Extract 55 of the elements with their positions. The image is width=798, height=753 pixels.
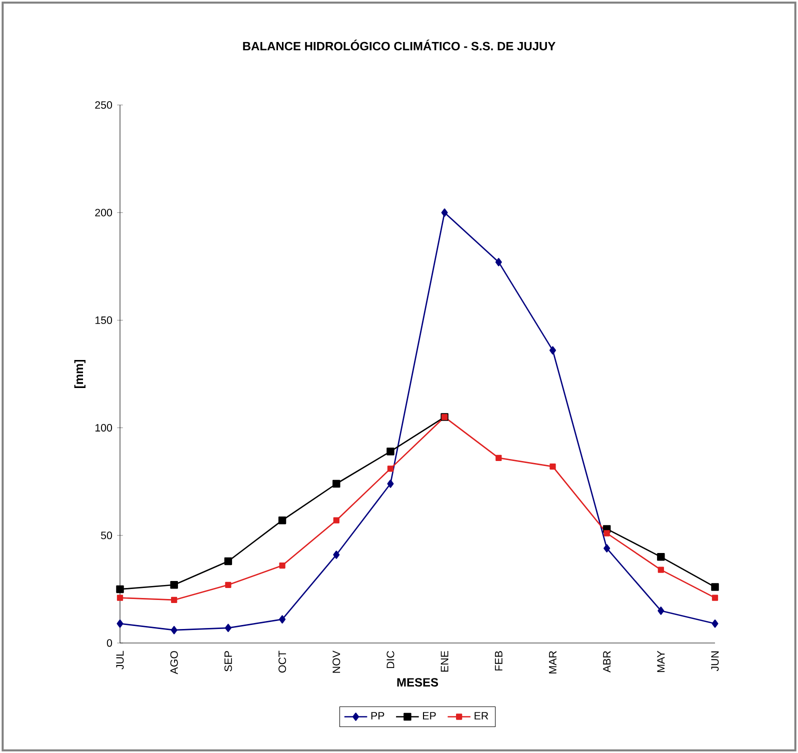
- point: [170, 626, 178, 634]
- y-tick-label: 200: [95, 208, 112, 216]
- point: [224, 624, 232, 632]
- point: [170, 581, 178, 589]
- x-tick-label: JUL: [116, 650, 124, 670]
- y-tick-label: 250: [95, 101, 112, 109]
- x-tick-label: FEB: [494, 651, 502, 670]
- point: [224, 557, 232, 566]
- point: [604, 530, 610, 536]
- x-tick-label: DIC: [386, 650, 394, 668]
- point: [116, 585, 124, 594]
- point: [333, 550, 340, 559]
- chart-title: BALANCE HIDROLÓGICO CLIMÁTICO - S.S. DE JUJUY: [243, 40, 556, 50]
- point: [333, 517, 340, 524]
- x-axis-title: MESES: [397, 678, 438, 687]
- x-tick-label: AGO: [170, 651, 178, 674]
- point: [604, 544, 610, 552]
- point: [712, 594, 718, 601]
- point: [712, 619, 718, 628]
- point: [657, 553, 665, 561]
- y-tick-label: 50: [101, 532, 112, 540]
- point: [387, 466, 394, 472]
- legend-label: PP: [371, 712, 384, 720]
- point: [225, 582, 232, 588]
- x-tick-label: OCT: [278, 650, 286, 673]
- point: [496, 454, 502, 461]
- y-tick-label: 100: [95, 424, 112, 432]
- point: [171, 596, 178, 604]
- x-tick-label: JUN: [711, 651, 719, 672]
- x-tick-label: ENE: [440, 651, 448, 672]
- point: [279, 562, 286, 569]
- point: [387, 480, 394, 488]
- point: [278, 516, 286, 524]
- x-tick-label: ABR: [603, 651, 610, 672]
- y-tick-label: 0: [106, 639, 112, 647]
- legend-label: EP: [423, 712, 436, 720]
- x-tick-label: SEP: [224, 651, 232, 672]
- x-tick-label: MAY: [657, 650, 665, 672]
- point: [116, 619, 124, 628]
- point: [386, 448, 394, 456]
- y-tick-label: 150: [95, 316, 112, 324]
- point: [495, 258, 502, 266]
- point: [658, 566, 664, 573]
- point: [711, 583, 719, 591]
- point: [116, 594, 124, 601]
- x-tick-label: NOV: [332, 650, 340, 673]
- point: [658, 606, 664, 615]
- x-tick-label: MAR: [549, 651, 556, 674]
- point: [279, 615, 286, 624]
- point: [332, 480, 340, 488]
- y-axis-title: [mm]: [74, 360, 86, 388]
- legend-label: ER: [474, 712, 488, 720]
- point: [441, 208, 448, 217]
- point: [549, 346, 556, 354]
- point: [550, 463, 556, 470]
